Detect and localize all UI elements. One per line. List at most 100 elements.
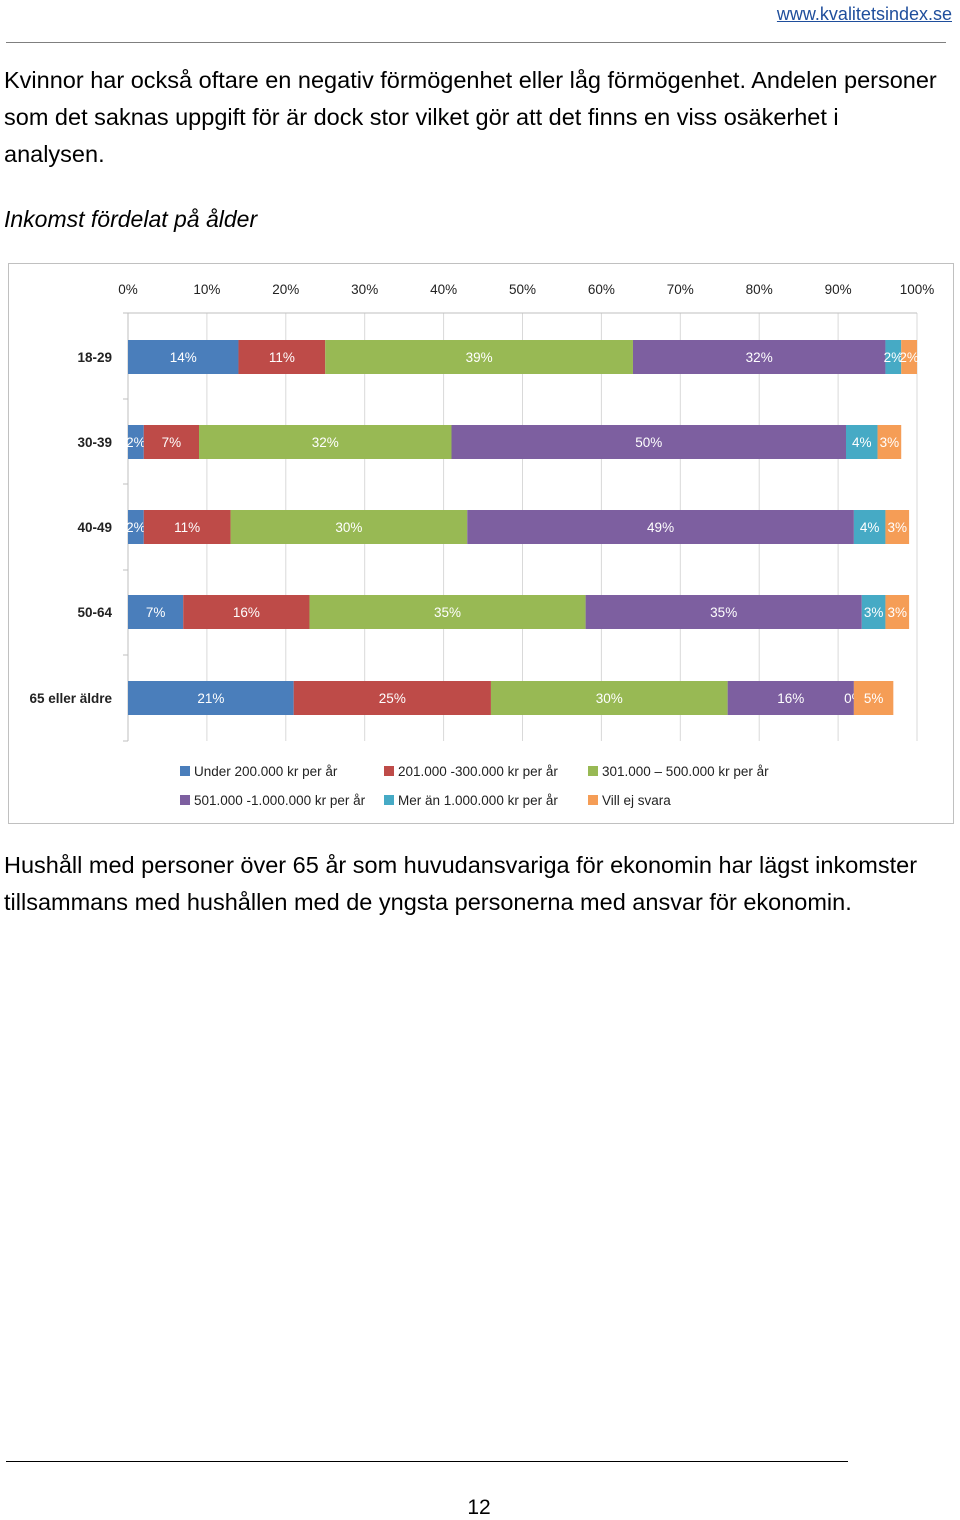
legend-swatch [180, 766, 190, 776]
data-label: 39% [466, 350, 493, 365]
data-label: 2% [126, 520, 146, 535]
bar-segment [861, 595, 886, 629]
bar-segment [885, 595, 910, 629]
bar-segment [845, 425, 878, 459]
data-label: 32% [312, 435, 339, 450]
bar-segment [325, 340, 633, 374]
data-label: 3% [864, 605, 884, 620]
data-label: 30% [596, 691, 623, 706]
bar-segment [238, 340, 326, 374]
conclusion-paragraph: Hushåll med personer över 65 år som huvu… [4, 852, 918, 915]
legend-item: 501.000 -1.000.000 kr per år [180, 793, 365, 808]
legend-label: 501.000 -1.000.000 kr per år [194, 793, 366, 808]
bar-segment [128, 681, 294, 715]
bar-segment [128, 510, 144, 544]
footer-divider [6, 1461, 848, 1462]
data-label: 3% [888, 605, 908, 620]
x-tick-label: 40% [430, 282, 457, 297]
legend-label: Under 200.000 kr per år [194, 764, 338, 779]
data-label: 21% [197, 691, 224, 706]
bar-segment [183, 595, 310, 629]
data-label: 49% [647, 520, 674, 535]
y-category-label: 30-39 [77, 435, 112, 450]
bar-segment [128, 425, 144, 459]
bar-segment [490, 681, 728, 715]
bar-segment [853, 510, 886, 544]
bar-segment [467, 510, 854, 544]
bar-segment [885, 510, 910, 544]
x-tick-label: 90% [825, 282, 852, 297]
bar-segment [632, 340, 886, 374]
bar-segment [853, 681, 894, 715]
x-tick-label: 20% [272, 282, 299, 297]
legend-item: Mer än 1.000.000 kr per år [384, 793, 558, 808]
bar-segment [128, 595, 184, 629]
legend-item: Under 200.000 kr per år [180, 764, 337, 779]
data-label: 11% [269, 350, 295, 365]
legend-label: 301.000 – 500.000 kr per år [602, 764, 769, 779]
legend-item: 301.000 – 500.000 kr per år [588, 764, 769, 779]
site-url-link[interactable]: www.kvalitetsindex.se [776, 4, 952, 24]
bar-segment [293, 681, 491, 715]
bar-segment [451, 425, 846, 459]
y-category-label: 50-64 [77, 605, 112, 620]
bar-segment [901, 340, 917, 374]
x-tick-label: 10% [193, 282, 220, 297]
data-label: 16% [777, 691, 804, 706]
legend-label: Mer än 1.000.000 kr per år [398, 793, 558, 808]
bar-segment [143, 510, 231, 544]
data-label: 30% [335, 520, 362, 535]
x-tick-label: 50% [509, 282, 536, 297]
bar-segment [877, 425, 902, 459]
x-tick-label: 80% [746, 282, 773, 297]
chart-frame [8, 263, 954, 824]
y-category-label: 40-49 [77, 520, 112, 535]
bar-segment [230, 510, 468, 544]
legend-swatch [384, 795, 394, 805]
data-label: 35% [710, 605, 737, 620]
data-label: 7% [162, 435, 182, 450]
chart-title: Inkomst fördelat på ålder [4, 206, 258, 232]
bar-segment [727, 681, 854, 715]
data-label: 32% [746, 350, 773, 365]
x-tick-label: 100% [900, 282, 935, 297]
data-label: 4% [860, 520, 880, 535]
bar-segment [309, 595, 586, 629]
legend-item: Vill ej svara [588, 793, 671, 808]
data-label: 2% [884, 350, 904, 365]
bar-segment [885, 340, 902, 374]
page-number: 12 [467, 1496, 491, 1519]
data-label: 14% [170, 350, 197, 365]
y-category-label: 65 eller äldre [29, 691, 112, 706]
legend-label: 201.000 -300.000 kr per år [398, 764, 558, 779]
data-label: 11% [174, 520, 200, 535]
bar-segment [143, 425, 200, 459]
data-label: 5% [864, 691, 884, 706]
data-label: 16% [233, 605, 260, 620]
data-label: 2% [126, 435, 146, 450]
legend-swatch [384, 766, 394, 776]
y-category-label: 18-29 [77, 350, 112, 365]
bar-segment [128, 340, 239, 374]
data-label: 35% [434, 605, 461, 620]
x-tick-label: 0% [118, 282, 138, 297]
data-label: 3% [880, 435, 900, 450]
data-label: 3% [888, 520, 908, 535]
x-tick-label: 60% [588, 282, 615, 297]
bar-segment [585, 595, 862, 629]
bar-segment [199, 425, 452, 459]
legend-label: Vill ej svara [602, 793, 671, 808]
legend-swatch [588, 766, 598, 776]
legend-item: 201.000 -300.000 kr per år [384, 764, 558, 779]
x-tick-label: 30% [351, 282, 378, 297]
data-label: 7% [146, 605, 166, 620]
data-label: 4% [852, 435, 872, 450]
data-label: 25% [379, 691, 406, 706]
legend-swatch [180, 795, 190, 805]
legend-swatch [588, 795, 598, 805]
x-tick-label: 70% [667, 282, 694, 297]
data-label: 2% [899, 350, 919, 365]
header-divider [6, 42, 946, 43]
intro-paragraph: Kvinnor har också oftare en negativ förm… [4, 67, 937, 167]
